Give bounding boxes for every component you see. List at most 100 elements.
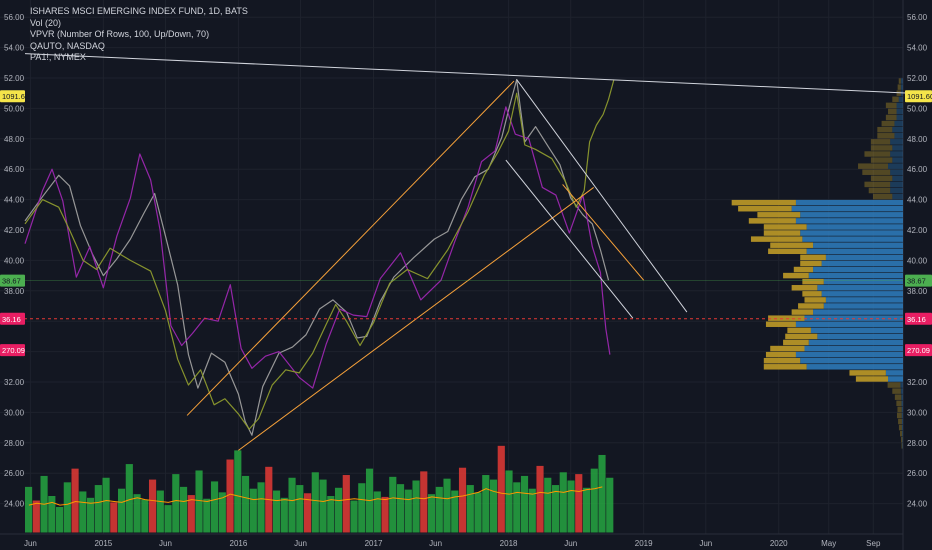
- y-tick-label-left: 56.00: [4, 13, 25, 22]
- vpvr-down-36: [763, 224, 807, 230]
- vpvr-down-2: [900, 430, 903, 437]
- price-badge-bg-right: [905, 312, 932, 325]
- vpvr-up-26: [817, 285, 903, 291]
- y-tick-label-right: 54.00: [907, 44, 928, 53]
- vpvr-down-34: [750, 236, 803, 242]
- y-tick-label-right: 42.00: [907, 226, 928, 235]
- x-tick-label: 2019: [635, 539, 653, 548]
- vpvr-up-28: [808, 272, 903, 279]
- volume-bar-26: [226, 459, 234, 533]
- vpvr-down-47: [870, 157, 893, 163]
- legend-pa1[interactable]: PA1!, NYMEX: [30, 52, 86, 62]
- vpvr-down-27: [802, 278, 824, 285]
- volume-bar-40: [334, 487, 343, 533]
- vpvr-up-47: [892, 157, 903, 163]
- price-badge-bg-right: [905, 344, 932, 357]
- y-tick-label-left: 28.00: [4, 439, 25, 448]
- vpvr-down-58: [896, 90, 901, 96]
- vpvr-down-24: [804, 297, 826, 303]
- price-badge-right: 38.67: [907, 277, 926, 286]
- price-badges: 1091.60 1091.60 38.67 38.67 36.16 36.16 270.09…: [0, 90, 932, 357]
- volume-bar-35: [296, 485, 304, 533]
- vpvr-up-14: [800, 357, 903, 364]
- vpvr-down-1: [901, 437, 903, 443]
- vpvr-down-60: [898, 78, 901, 84]
- volume-bar-43: [358, 483, 366, 533]
- vpvr-up-17: [808, 339, 903, 346]
- y-tick-label-right: 44.00: [907, 196, 928, 205]
- vpvr-down-35: [763, 230, 801, 236]
- y-tick-label-right: 48.00: [907, 135, 928, 144]
- price-badge-bg-left: [0, 90, 25, 103]
- x-tick-label: Jun: [24, 539, 37, 548]
- vpvr-down-19: [787, 327, 811, 334]
- y-tick-label-right: 28.00: [907, 439, 928, 448]
- y-tick-label-right: 46.00: [907, 165, 928, 174]
- vpvr-down-45: [862, 169, 891, 175]
- legend-vpvr[interactable]: VPVR (Number Of Rows, 100, Up/Down, 70): [30, 29, 210, 39]
- y-tick-label-right: 30.00: [907, 408, 928, 417]
- vpvr-up-11: [888, 376, 903, 382]
- vpvr-down-18: [785, 333, 818, 340]
- legend-volume[interactable]: Vol (20): [30, 17, 62, 28]
- vpvr-up-38: [800, 212, 903, 218]
- volume-bar-4: [55, 506, 64, 533]
- legend-symbol[interactable]: ISHARES MSCI EMERGING INDEX FUND, 1D, BA…: [30, 6, 248, 16]
- vpvr-up-37: [795, 218, 903, 224]
- vpvr-down-55: [888, 108, 897, 115]
- vpvr-down-12: [849, 370, 886, 376]
- volume-bar-13: [125, 464, 133, 533]
- vpvr-down-37: [748, 218, 796, 224]
- volume-bar-46: [381, 496, 389, 533]
- volume-bar-30: [257, 482, 265, 533]
- volume-bar-16: [148, 479, 157, 533]
- vpvr-up-40: [795, 199, 903, 206]
- vpvr-up-55: [896, 108, 903, 115]
- vpvr-up-33: [813, 242, 903, 248]
- volume-bar-36: [303, 493, 312, 533]
- vpvr-up-25: [821, 291, 903, 297]
- vpvr-down-42: [868, 187, 891, 194]
- vpvr-down-50: [870, 139, 891, 145]
- volume-bar-23: [203, 498, 211, 533]
- vpvr-up-20: [795, 321, 903, 327]
- vpvr-up-46: [888, 163, 903, 169]
- vpvr-up-22: [813, 309, 903, 315]
- vpvr-up-12: [885, 370, 903, 376]
- legend-qauto[interactable]: QAUTO, NASDAQ: [30, 40, 105, 51]
- volume-bar-25: [218, 492, 226, 533]
- vpvr-down-52: [877, 126, 893, 133]
- x-tick-label: Jun: [564, 539, 577, 548]
- volume-bar-60: [489, 479, 498, 533]
- vpvr-down-3: [898, 424, 902, 431]
- x-tick-label: May: [821, 539, 836, 548]
- vpvr-up-39: [791, 205, 903, 212]
- volume-bar-49: [404, 489, 412, 533]
- vpvr-down-56: [885, 102, 897, 109]
- vpvr-down-9: [892, 388, 901, 394]
- x-axis[interactable]: Jun 2015 Jun 2016 Jun 2017 Jun 2018 Jun 2019 Jun 20…: [24, 539, 881, 548]
- y-tick-label-left: 24.00: [4, 500, 25, 509]
- vpvr-up-43: [890, 181, 903, 188]
- volume-bar-38: [319, 479, 327, 533]
- vpvr-up-27: [823, 278, 903, 285]
- volume-bar-54: [443, 478, 451, 533]
- volume-bar-24: [210, 481, 219, 533]
- vpvr-up-18: [817, 333, 903, 340]
- vpvr-down-29: [793, 266, 814, 273]
- x-tick-label: 2020: [770, 539, 788, 548]
- y-tick-label-left: 46.00: [4, 165, 25, 174]
- volume-bar-58: [474, 492, 482, 533]
- volume-bar-21: [187, 495, 195, 533]
- volume-bar-61: [497, 445, 505, 533]
- x-tick-label: Jun: [429, 539, 442, 548]
- vpvr-up-0: [902, 443, 903, 449]
- vpvr-down-32: [768, 248, 807, 255]
- vpvr-up-53: [894, 120, 903, 127]
- volume-bar-8: [86, 497, 95, 533]
- vpvr-up-52: [892, 126, 903, 133]
- volume-ma-line: [28, 486, 603, 506]
- price-badge-left: 38.67: [2, 277, 21, 286]
- volume-bar-12: [117, 488, 126, 533]
